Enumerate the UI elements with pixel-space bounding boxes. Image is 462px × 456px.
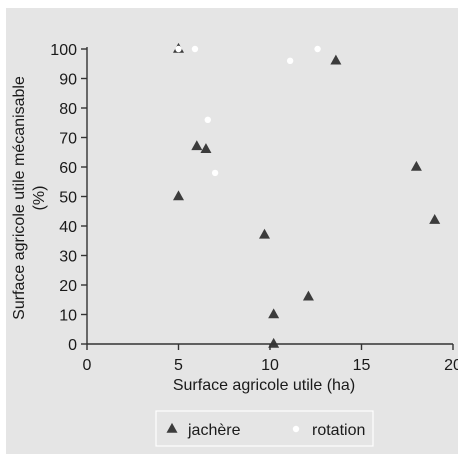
legend: jachère rotation xyxy=(155,410,374,447)
data-point-rotation xyxy=(211,169,219,177)
y-tick-label: 60 xyxy=(59,160,77,177)
y-tick-label: 80 xyxy=(59,101,77,118)
data-point-jachere xyxy=(302,290,314,301)
chart-figure: 0 10 20 30 40 50 60 70 80 90 100 0 5 10 15 20 Surface a… xyxy=(6,8,458,454)
y-tick-label: 90 xyxy=(59,72,77,89)
x-axis-title: Surface agricole utile (ha) xyxy=(173,377,355,394)
legend-box xyxy=(155,410,374,447)
legend-label: jachère xyxy=(187,422,241,439)
x-tick-label: 5 xyxy=(174,357,183,374)
y-tick-label: 70 xyxy=(59,131,77,148)
legend-marker-rotation xyxy=(292,425,300,433)
y-tick-label: 0 xyxy=(68,337,77,354)
data-point-rotation xyxy=(204,116,211,124)
x-tick-label: 0 xyxy=(83,357,92,374)
axes: 0 10 20 30 40 50 60 70 80 90 100 0 5 10 15 20 xyxy=(50,42,458,374)
y-tick-label: 20 xyxy=(59,278,77,295)
data-point-jachere xyxy=(410,160,422,171)
legend-label: rotation xyxy=(312,422,365,439)
legend-marker-jachere xyxy=(166,422,178,433)
y-tick-label: 40 xyxy=(59,219,77,236)
plot-area xyxy=(173,42,441,348)
scatter-chart: 0 10 20 30 40 50 60 70 80 90 100 0 5 10 15 20 Surface a… xyxy=(11,42,458,447)
x-tick-label: 10 xyxy=(261,357,279,374)
data-point-jachere xyxy=(429,213,441,224)
data-point-jachere xyxy=(259,228,271,239)
data-point-jachere xyxy=(191,140,203,151)
data-point-jachere xyxy=(268,337,280,348)
data-point-rotation xyxy=(175,45,182,53)
y-axis-title-line2: (%) xyxy=(31,186,48,211)
y-tick-label: 50 xyxy=(59,190,77,207)
data-point-jachere xyxy=(268,308,280,319)
y-tick-label: 10 xyxy=(59,308,77,325)
data-point-rotation xyxy=(191,45,199,53)
x-tick-label: 20 xyxy=(444,357,458,374)
data-point-jachere xyxy=(173,190,184,201)
data-point-rotation xyxy=(314,45,321,53)
data-point-jachere xyxy=(330,54,342,65)
y-tick-label: 100 xyxy=(50,42,77,59)
x-tick-label: 15 xyxy=(353,357,371,374)
data-point-jachere xyxy=(200,143,212,154)
data-point-rotation xyxy=(286,57,294,64)
y-tick-label: 30 xyxy=(59,249,77,266)
y-axis-title-line1: Surface agricole utile mécanisable xyxy=(11,76,28,320)
